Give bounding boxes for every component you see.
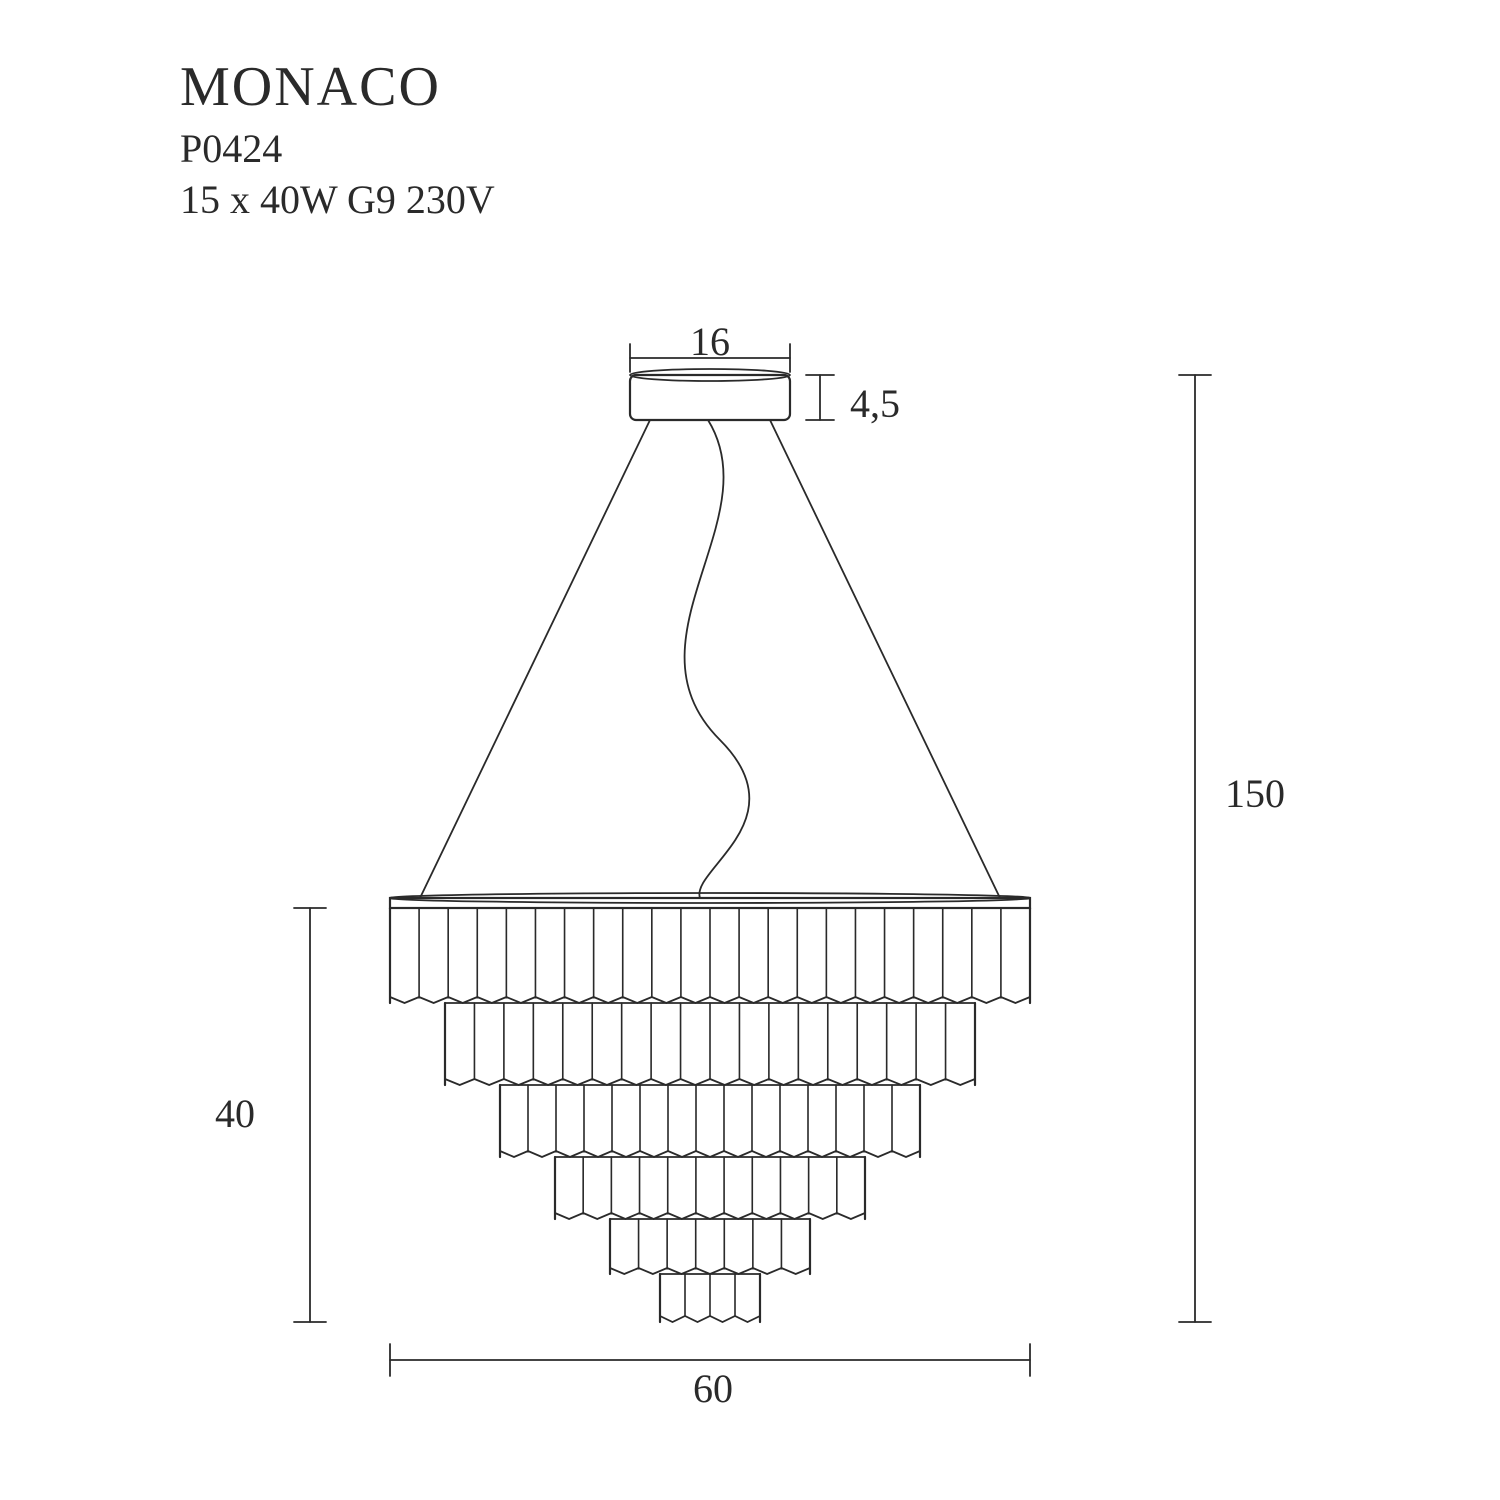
dim-canopy-height: 4,5 [850,380,900,427]
product-title: MONACO [180,55,495,119]
header: MONACO P0424 15 x 40W G9 230V [180,55,495,223]
page: MONACO P0424 15 x 40W G9 230V 16 4,5 150… [0,0,1500,1500]
dim-body-height: 40 [215,1090,255,1137]
dim-total-height: 150 [1225,770,1285,817]
technical-drawing [0,0,1500,1500]
dim-body-width: 60 [693,1365,733,1412]
product-specs: 15 x 40W G9 230V [180,176,495,223]
dim-canopy-width: 16 [690,318,730,365]
product-model: P0424 [180,125,495,172]
